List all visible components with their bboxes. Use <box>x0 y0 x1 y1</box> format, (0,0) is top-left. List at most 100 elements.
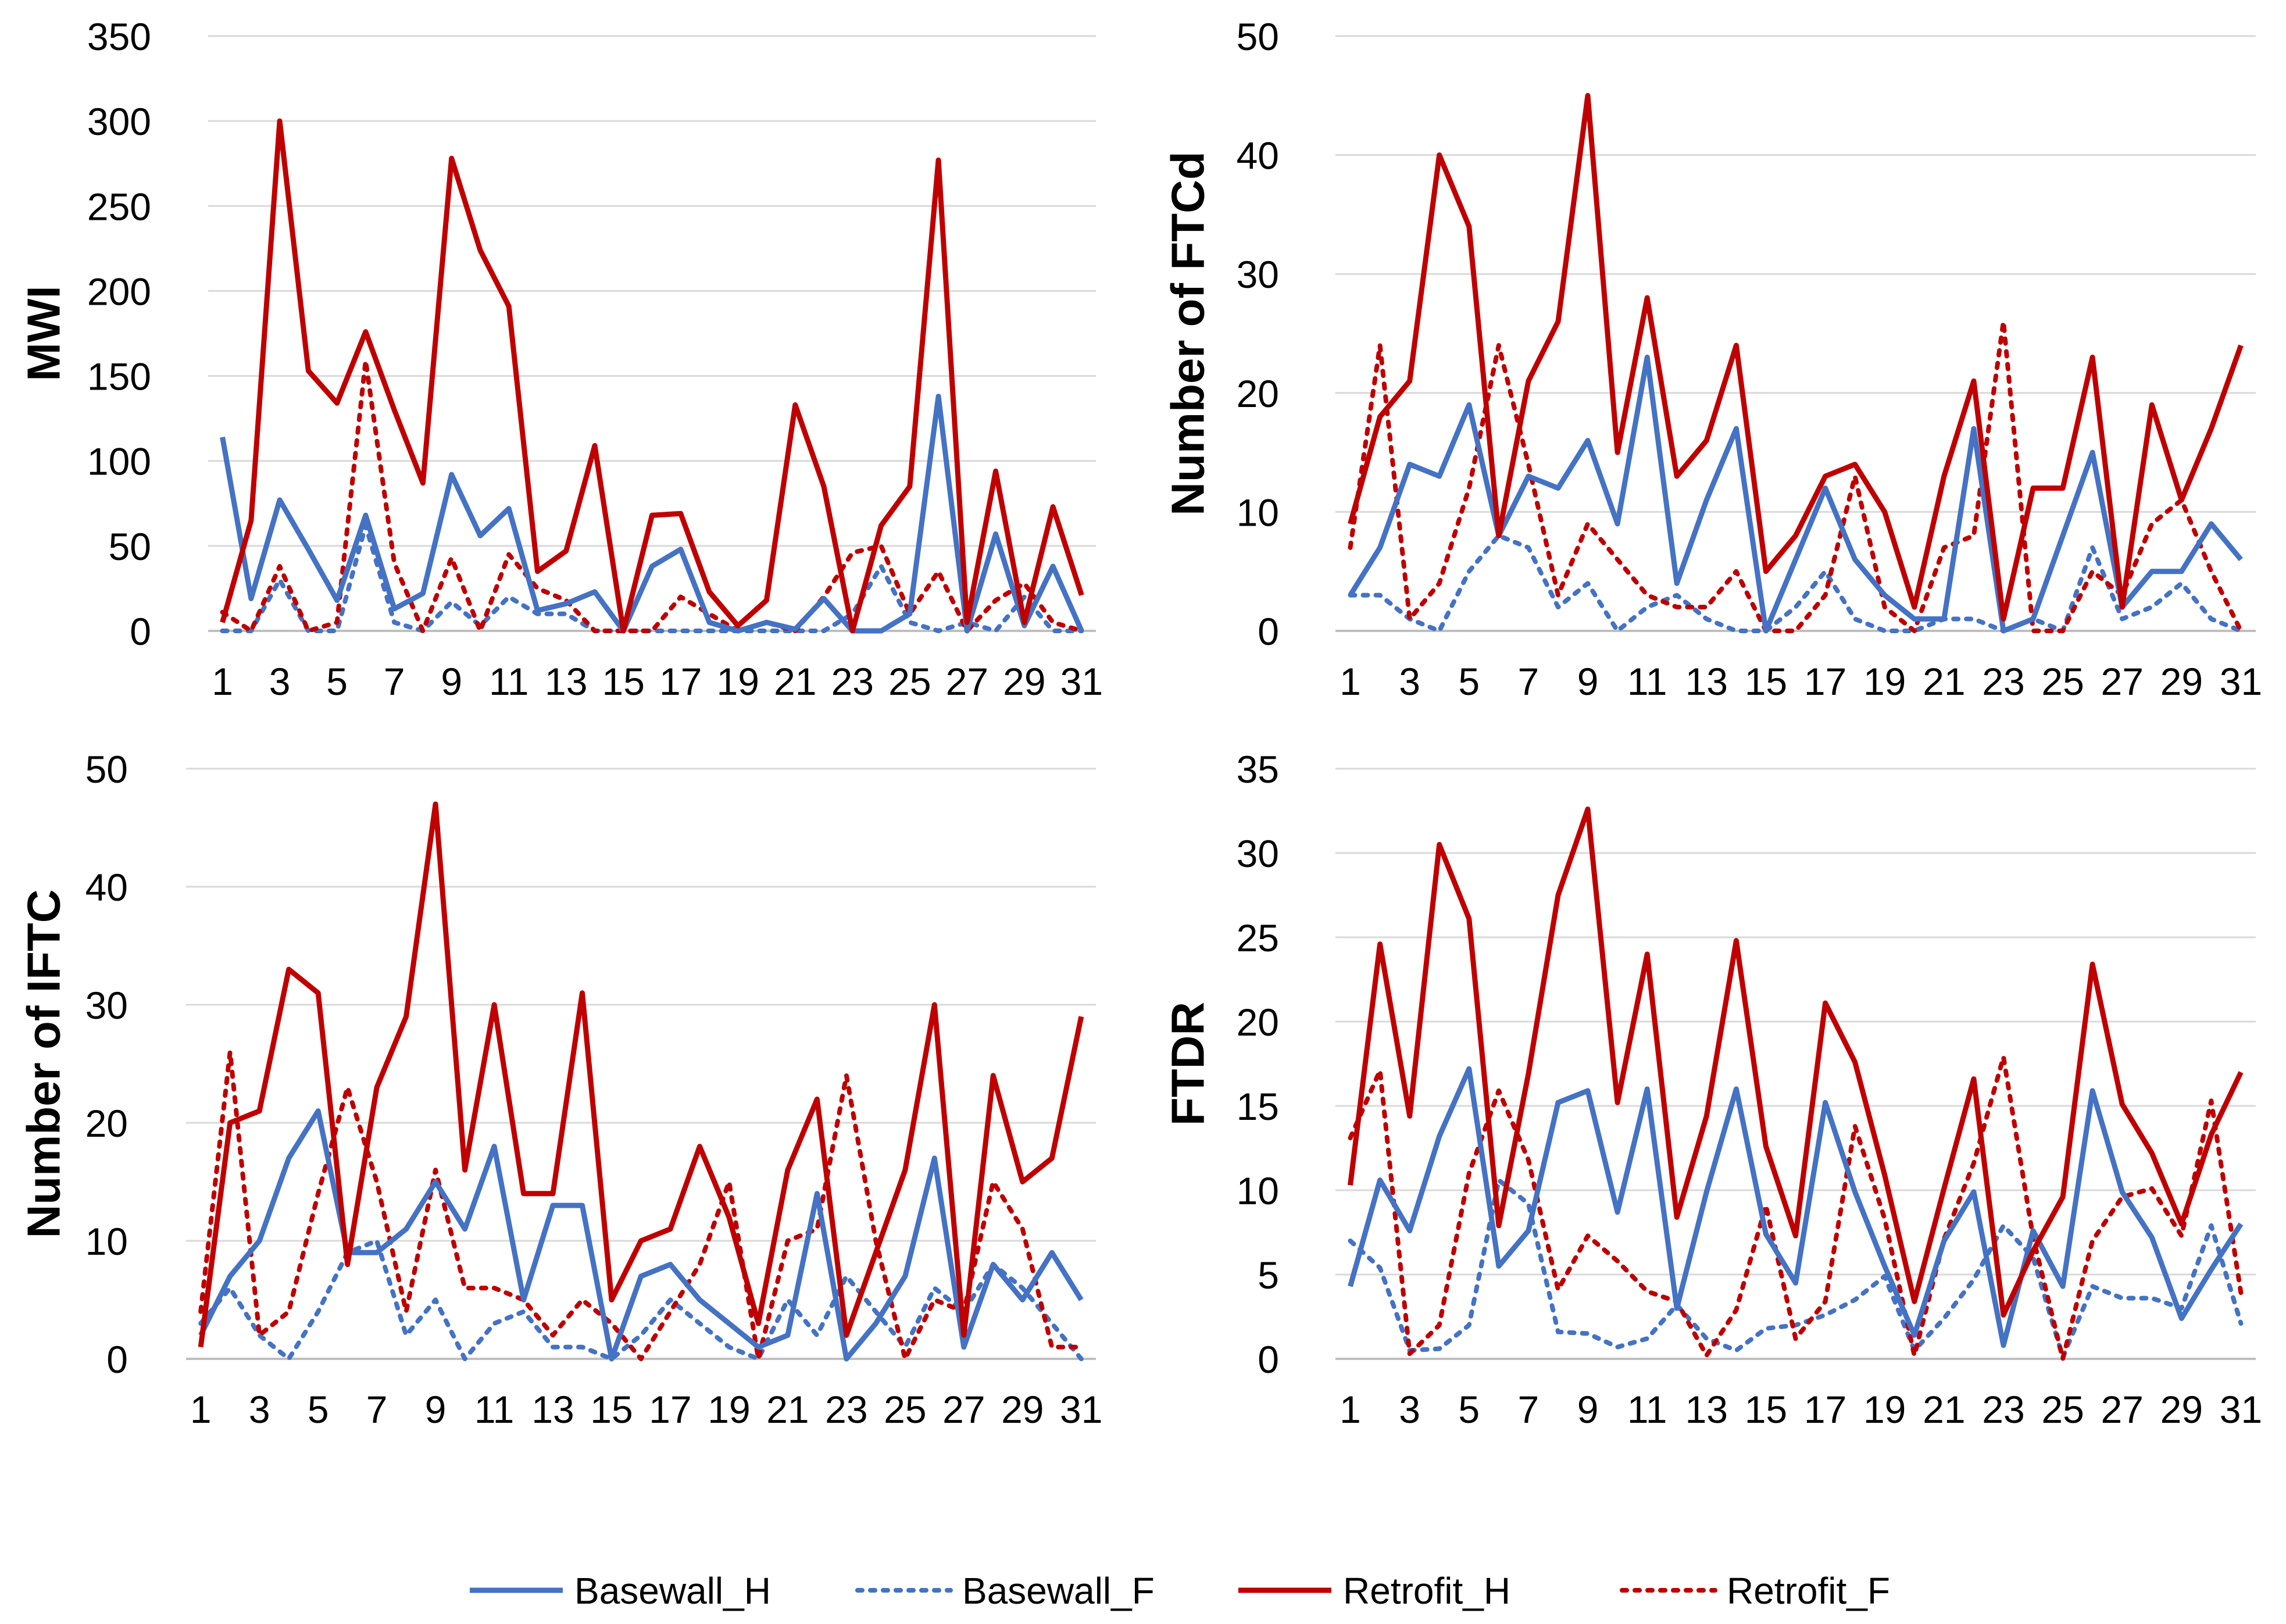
y-tick-label: 30 <box>85 984 128 1027</box>
x-tick-label: 1 <box>190 1388 212 1431</box>
series-line-retrofit-h <box>1348 806 2244 1318</box>
legend-label: Retrofit_H <box>1343 1570 1510 1612</box>
x-tick-label: 3 <box>249 1388 270 1431</box>
series-line-basewall-h <box>1348 1066 2244 1348</box>
series-line-basewall-f <box>1348 1177 2244 1360</box>
legend-item-retrofit-f: Retrofit_F <box>1620 1570 1890 1612</box>
x-tick-label: 31 <box>2220 660 2262 703</box>
x-tick-label: 9 <box>441 660 462 703</box>
y-tick-label: 50 <box>1237 15 1279 58</box>
x-tick-label: 23 <box>831 660 874 703</box>
x-tick-label: 15 <box>602 660 645 703</box>
x-tick-label: 13 <box>1685 1388 1728 1431</box>
series-line-basewall-f <box>1348 533 2244 633</box>
x-tick-label: 7 <box>1518 660 1540 703</box>
x-tick-label: 5 <box>1458 660 1480 703</box>
x-tick-label: 3 <box>1399 660 1420 703</box>
legend-label: Basewall_H <box>574 1570 771 1612</box>
x-tick-label: 5 <box>1458 1388 1480 1431</box>
x-tick-label: 25 <box>884 1388 926 1431</box>
y-tick-label: 10 <box>85 1220 128 1263</box>
x-tick-label: 19 <box>708 1388 750 1431</box>
y-tick-label: 10 <box>1237 1169 1279 1212</box>
x-tick-label: 17 <box>649 1388 691 1431</box>
x-tick-label: 29 <box>1003 660 1045 703</box>
y-tick-label: 20 <box>1237 372 1279 415</box>
y-tick-label: 35 <box>1237 748 1279 791</box>
y-tick-label: 40 <box>1237 134 1279 177</box>
x-tick-label: 19 <box>1863 660 1906 703</box>
legend-item-basewall-h: Basewall_H <box>470 1570 771 1612</box>
y-tick-label: 200 <box>87 270 151 313</box>
x-tick-label: 17 <box>1804 660 1846 703</box>
x-tick-label: 5 <box>308 1388 329 1431</box>
y-tick-label: 50 <box>85 748 128 791</box>
x-tick-label: 31 <box>2220 1388 2262 1431</box>
x-tick-label: 27 <box>942 1388 985 1431</box>
y-tick-label: 0 <box>106 1338 128 1381</box>
y-tick-label: 20 <box>1237 1001 1279 1044</box>
x-tick-label: 21 <box>766 1388 809 1431</box>
y-tick-label: 5 <box>1258 1254 1279 1297</box>
x-tick-label: 15 <box>590 1388 633 1431</box>
x-tick-label: 25 <box>888 660 931 703</box>
series-line-retrofit-h <box>1348 92 2244 622</box>
x-tick-label: 1 <box>1340 1388 1361 1431</box>
x-tick-label: 29 <box>2160 660 2203 703</box>
x-tick-label: 13 <box>1685 660 1728 703</box>
x-tick-label: 27 <box>2101 660 2143 703</box>
x-tick-label: 9 <box>1577 660 1599 703</box>
x-tick-label: 9 <box>1577 1388 1599 1431</box>
series-line-basewall-h <box>220 394 1084 634</box>
y-tick-label: 15 <box>1237 1085 1279 1128</box>
x-tick-label: 19 <box>717 660 759 703</box>
x-tick-label: 25 <box>2041 660 2084 703</box>
y-tick-label: 30 <box>1237 253 1279 296</box>
y-tick-label: 100 <box>87 440 151 483</box>
y-tick-label: 20 <box>85 1102 128 1145</box>
x-tick-label: 29 <box>1001 1388 1044 1431</box>
x-tick-label: 11 <box>489 660 529 703</box>
y-axis-title: Number of IFTC <box>18 890 70 1238</box>
x-tick-label: 1 <box>212 660 233 703</box>
series-line-retrofit-h <box>220 118 1084 634</box>
x-tick-label: 3 <box>1399 1388 1420 1431</box>
y-axis-title: FTDR <box>1162 1002 1214 1126</box>
x-tick-label: 5 <box>326 660 348 703</box>
legend-item-retrofit-h: Retrofit_H <box>1238 1570 1510 1612</box>
y-tick-label: 40 <box>85 866 128 909</box>
x-tick-label: 17 <box>659 660 702 703</box>
y-tick-label: 0 <box>130 610 151 653</box>
y-tick-label: 150 <box>87 355 151 398</box>
x-tick-label: 31 <box>1060 660 1103 703</box>
x-tick-label: 11 <box>1627 1388 1667 1431</box>
x-tick-label: 15 <box>1745 1388 1787 1431</box>
x-tick-label: 27 <box>946 660 988 703</box>
x-tick-label: 7 <box>1518 1388 1540 1431</box>
x-tick-label: 25 <box>2041 1388 2084 1431</box>
x-tick-label: 27 <box>2101 1388 2143 1431</box>
series-line-retrofit-f <box>1348 1054 2244 1361</box>
x-tick-label: 3 <box>269 660 291 703</box>
x-tick-label: 23 <box>1982 1388 2024 1431</box>
x-tick-label: 9 <box>425 1388 447 1431</box>
y-tick-label: 0 <box>1258 610 1279 653</box>
x-tick-label: 19 <box>1863 1388 1906 1431</box>
x-tick-label: 21 <box>1923 1388 1965 1431</box>
y-tick-label: 10 <box>1237 491 1279 534</box>
x-tick-label: 1 <box>1340 660 1361 703</box>
series-line-basewall-f <box>220 523 1084 633</box>
y-tick-label: 25 <box>1237 916 1279 959</box>
y-axis-title: MWI <box>18 285 70 381</box>
x-tick-label: 23 <box>1982 660 2024 703</box>
y-tick-label: 0 <box>1258 1338 1279 1381</box>
y-tick-label: 350 <box>87 15 151 58</box>
y-tick-label: 30 <box>1237 832 1279 875</box>
y-tick-label: 300 <box>87 100 151 143</box>
x-tick-label: 7 <box>366 1388 388 1431</box>
x-tick-label: 7 <box>384 660 405 703</box>
